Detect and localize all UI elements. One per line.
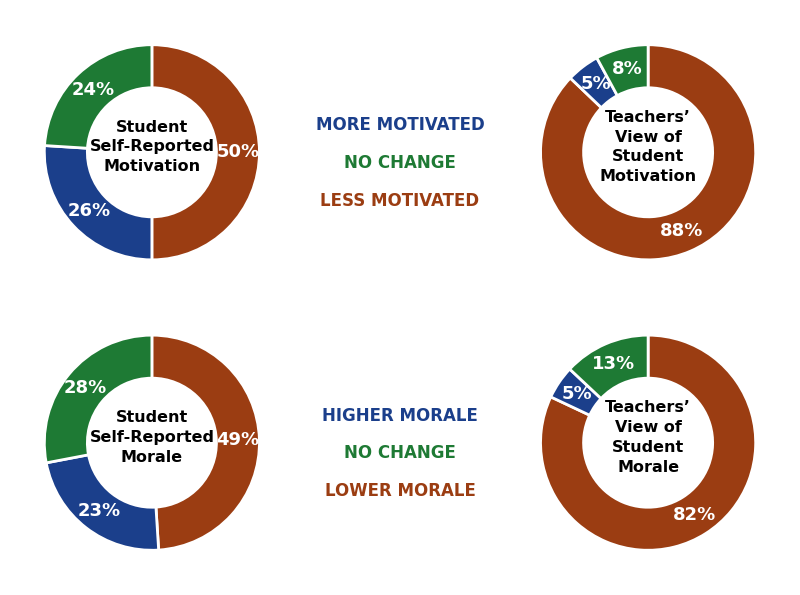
Wedge shape [570,335,648,399]
Text: NO CHANGE: NO CHANGE [344,154,456,172]
Wedge shape [45,45,152,148]
Text: Teachers’
View of
Student
Motivation: Teachers’ View of Student Motivation [599,109,697,184]
Text: 26%: 26% [68,202,110,220]
Text: 5%: 5% [581,75,611,93]
Wedge shape [152,335,259,550]
Text: LESS MOTIVATED: LESS MOTIVATED [321,192,479,209]
Text: 24%: 24% [71,80,114,99]
Wedge shape [44,146,152,260]
Text: 8%: 8% [611,60,642,78]
Text: 23%: 23% [78,502,121,519]
Text: 28%: 28% [64,379,107,397]
Text: 88%: 88% [660,223,704,240]
Wedge shape [46,455,158,550]
Text: 5%: 5% [562,386,592,403]
Text: 82%: 82% [673,506,716,524]
Text: Student
Self-Reported
Morale: Student Self-Reported Morale [90,410,214,465]
Text: NO CHANGE: NO CHANGE [344,444,456,462]
Text: MORE MOTIVATED: MORE MOTIVATED [316,117,484,134]
Text: 50%: 50% [216,143,259,161]
Wedge shape [597,45,648,96]
Text: Teachers’
View of
Student
Morale: Teachers’ View of Student Morale [605,400,691,475]
Wedge shape [44,335,152,463]
Wedge shape [152,45,259,260]
Text: LOWER MORALE: LOWER MORALE [325,482,475,500]
Text: 13%: 13% [592,355,635,372]
Wedge shape [570,58,618,108]
Wedge shape [541,335,756,550]
Text: 49%: 49% [216,431,259,449]
Text: HIGHER MORALE: HIGHER MORALE [322,407,478,425]
Wedge shape [541,45,756,260]
Wedge shape [550,369,601,415]
Text: Student
Self-Reported
Motivation: Student Self-Reported Motivation [90,120,214,174]
